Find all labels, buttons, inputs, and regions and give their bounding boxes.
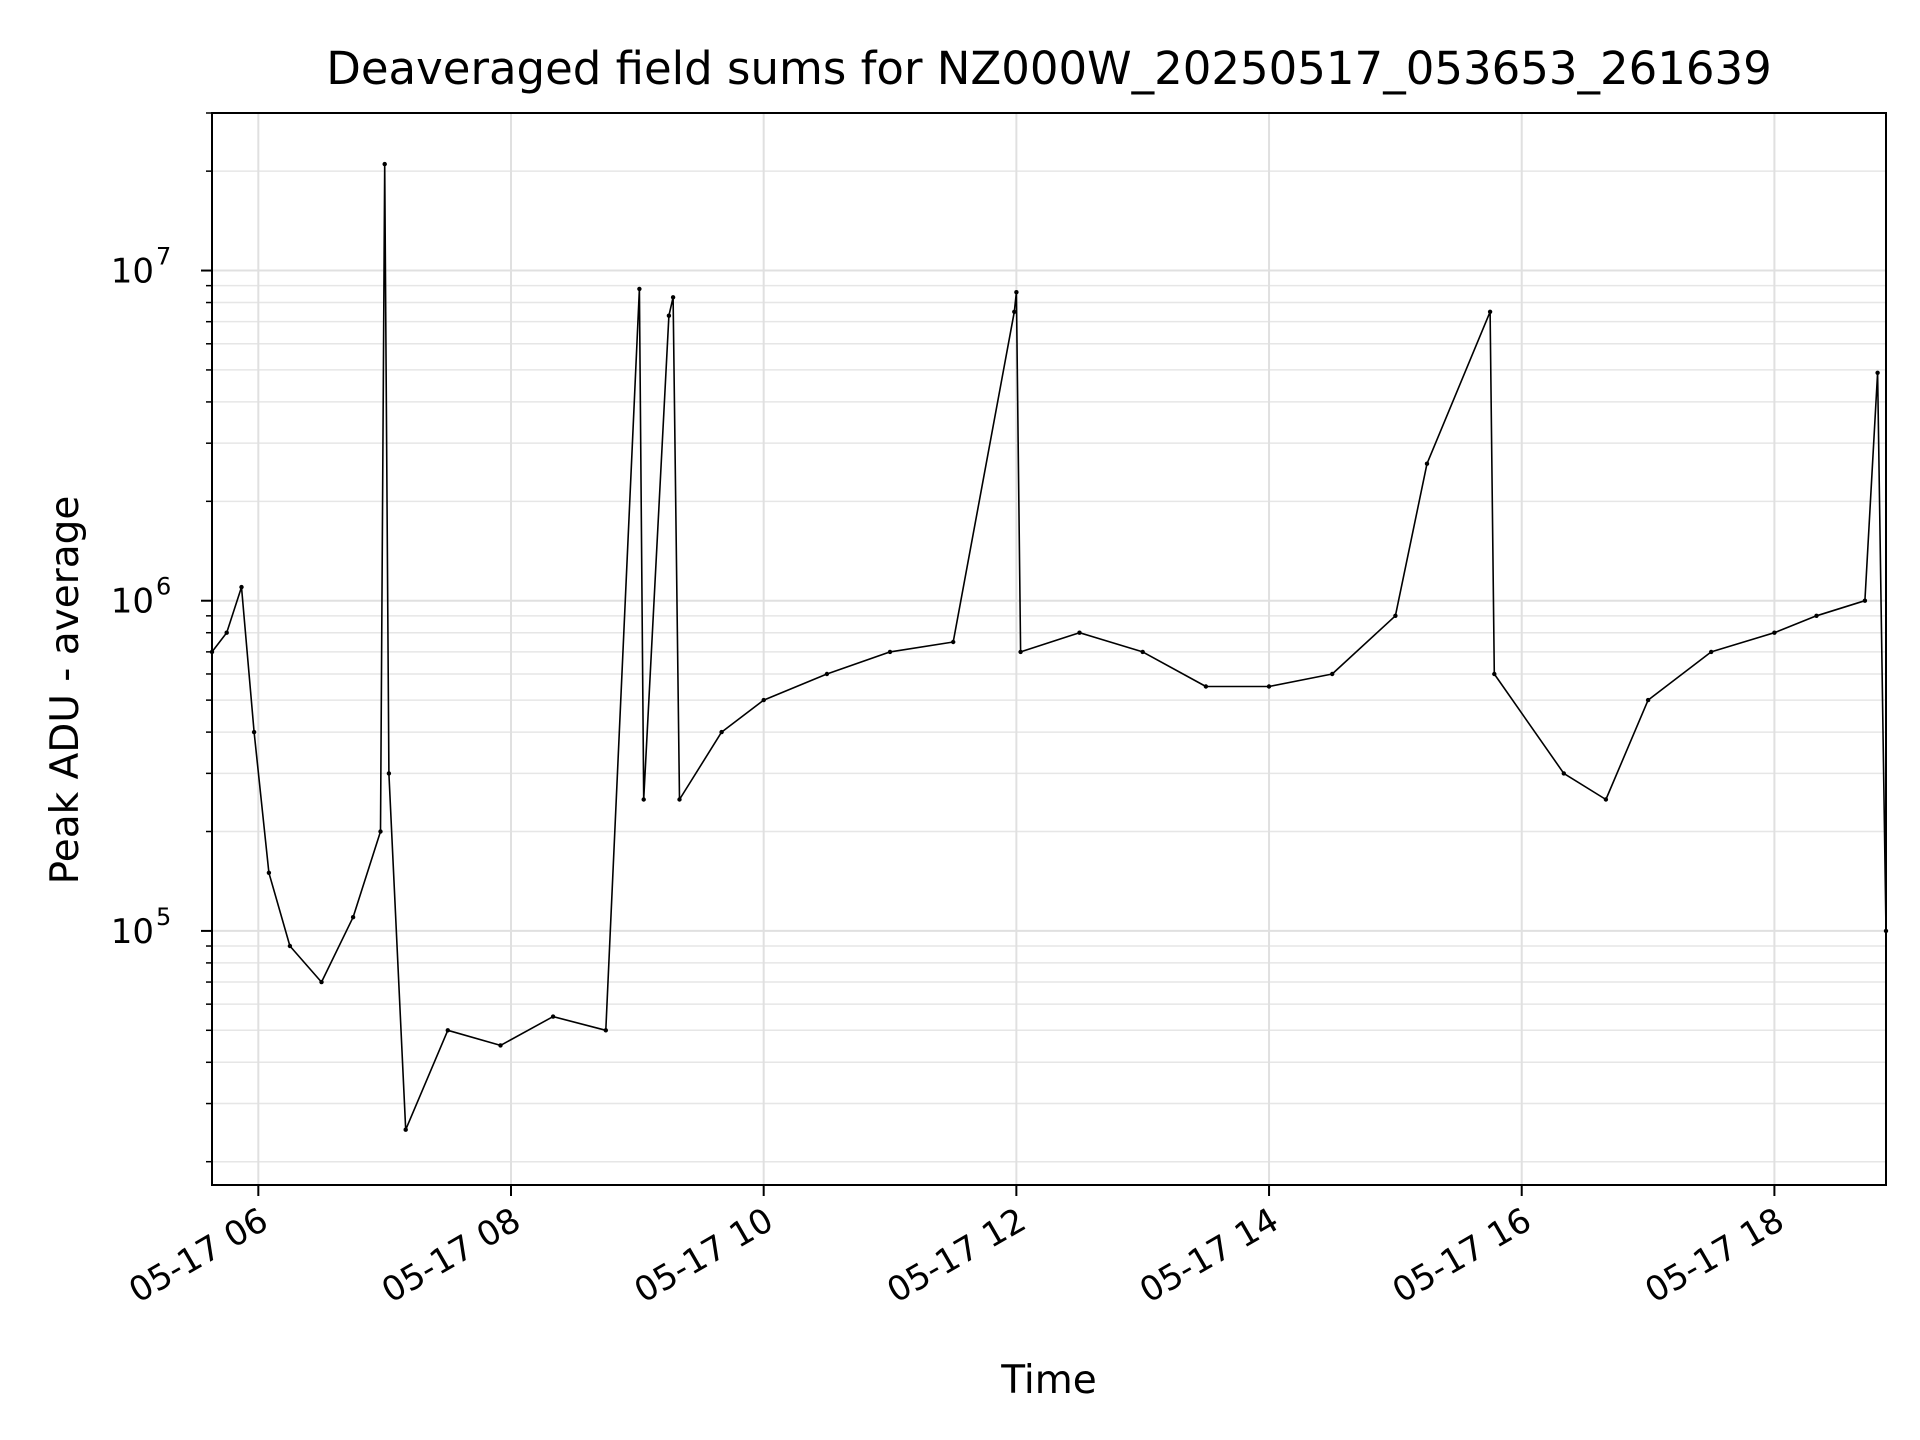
data-point: [251, 729, 257, 735]
data-point: [1077, 630, 1082, 635]
data-point: [1012, 309, 1017, 314]
y-tick-base: 10: [111, 582, 154, 622]
y-tick-label: 10: [111, 912, 154, 952]
data-point: [319, 979, 324, 985]
data-point: [1018, 649, 1023, 655]
data-point: [287, 943, 293, 949]
y-tick-exponent: 6: [156, 573, 171, 601]
data-point: [641, 797, 646, 802]
data-point: [239, 584, 244, 590]
data-point: [1645, 697, 1651, 703]
y-tick-exponent: 7: [156, 243, 171, 271]
data-layer: [209, 161, 1889, 1132]
data-point: [1603, 797, 1609, 802]
data-point: [1393, 613, 1398, 618]
data-point: [637, 286, 642, 292]
data-point: [550, 1014, 556, 1019]
data-point: [403, 1127, 408, 1132]
y-tick-exponent: 5: [156, 903, 171, 931]
data-point: [670, 295, 676, 300]
data-point: [603, 1028, 608, 1033]
data-point: [378, 829, 383, 834]
data-point: [224, 630, 229, 635]
data-point: [498, 1043, 503, 1048]
data-point: [887, 649, 893, 655]
data-point: [1561, 771, 1567, 776]
data-point: [1203, 684, 1209, 689]
chart-title: Deaveraged field sums for NZ000W_2025051…: [326, 42, 1772, 95]
data-point: [350, 915, 356, 920]
data-point: [951, 639, 956, 645]
data-point: [1862, 598, 1868, 603]
data-point: [382, 161, 387, 167]
data-point: [1424, 461, 1430, 466]
data-point: [386, 771, 392, 776]
data-point: [1492, 671, 1497, 677]
x-axis-label: Time: [1000, 1358, 1096, 1403]
grid-minor: [212, 112, 1886, 1163]
y-tick-base: 10: [111, 252, 154, 292]
y-tick-label: 10: [111, 582, 154, 622]
data-point: [719, 729, 724, 735]
y-tick-label: 10: [111, 252, 154, 292]
y-tick-base: 10: [111, 912, 154, 952]
data-point: [445, 1028, 450, 1033]
grid-major: [212, 113, 1886, 1185]
data-point: [666, 313, 672, 318]
y-axis-label: Peak ADU - average: [43, 496, 88, 885]
data-point: [1014, 290, 1019, 295]
data-point: [266, 870, 272, 875]
data-point: [1330, 671, 1335, 677]
data-point: [1814, 613, 1819, 618]
plot-frame: [211, 112, 1887, 1186]
data-point: [1772, 630, 1777, 635]
data-point: [677, 797, 682, 802]
data-point: [1487, 309, 1493, 314]
data-point: [1875, 370, 1880, 375]
data-point: [1140, 649, 1145, 655]
data-point: [761, 697, 766, 703]
data-point: [1266, 684, 1272, 689]
data-point: [824, 671, 830, 677]
data-point: [1709, 649, 1714, 655]
